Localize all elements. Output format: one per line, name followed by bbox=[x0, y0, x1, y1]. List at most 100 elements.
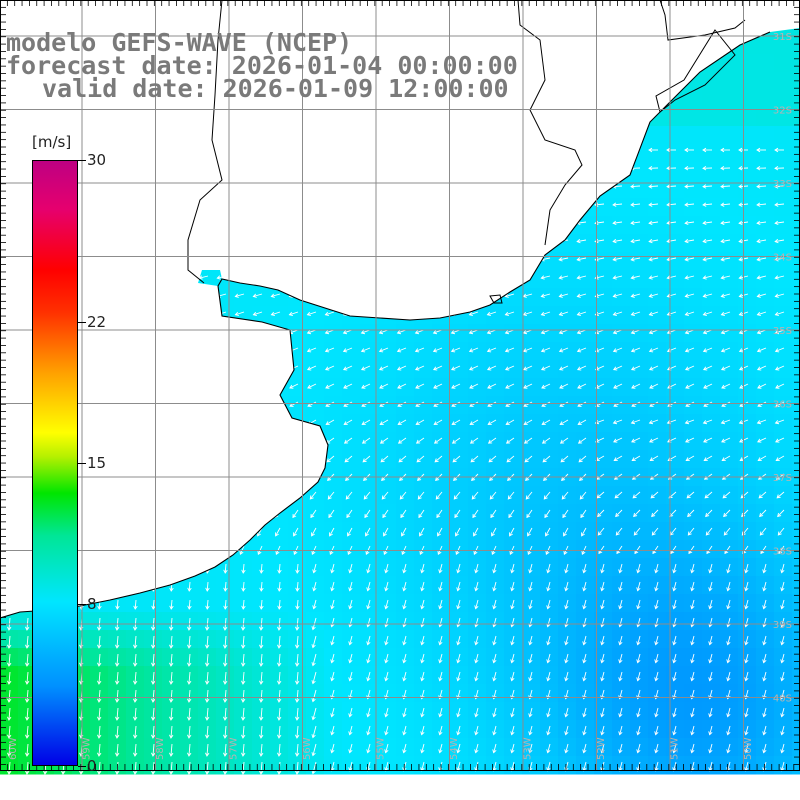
wind-arrow bbox=[684, 275, 695, 280]
wind-arrow bbox=[577, 401, 587, 407]
wind-arrow bbox=[360, 347, 371, 353]
lat-lon-grid bbox=[0, 0, 800, 770]
speed-cell bbox=[414, 378, 433, 397]
wind-arrow bbox=[492, 743, 497, 754]
speed-cell bbox=[684, 450, 703, 469]
speed-cell bbox=[792, 720, 800, 739]
speed-cell bbox=[558, 342, 577, 361]
wind-arrow bbox=[488, 455, 497, 463]
speed-cell bbox=[414, 522, 433, 541]
wind-arrow bbox=[702, 184, 713, 189]
wind-arrow bbox=[630, 275, 641, 280]
speed-cell bbox=[270, 540, 289, 559]
wind-arrow bbox=[721, 455, 731, 462]
wind-arrow bbox=[311, 635, 317, 649]
wind-arrow bbox=[396, 365, 407, 371]
speed-cell bbox=[18, 720, 37, 739]
speed-cell bbox=[108, 738, 127, 757]
speed-cell bbox=[774, 360, 793, 379]
wind-arrow bbox=[618, 671, 623, 682]
wind-arrow bbox=[509, 527, 515, 537]
wind-arrow bbox=[690, 743, 695, 754]
speed-cell bbox=[522, 306, 541, 325]
speed-cell bbox=[378, 360, 397, 379]
speed-cell bbox=[540, 360, 559, 379]
wind-arrow bbox=[328, 509, 335, 519]
speed-cell bbox=[666, 522, 685, 541]
wind-arrow bbox=[504, 293, 515, 298]
speed-cell bbox=[792, 594, 800, 613]
wind-arrow bbox=[366, 635, 371, 646]
speed-cell bbox=[144, 612, 163, 631]
speed-cell bbox=[738, 522, 757, 541]
speed-cell bbox=[684, 144, 703, 163]
speed-cell bbox=[126, 648, 145, 667]
wind-arrow bbox=[288, 311, 299, 317]
speed-cell bbox=[18, 630, 37, 649]
wind-arrow bbox=[612, 329, 623, 335]
wind-arrow bbox=[523, 401, 533, 407]
speed-cell bbox=[270, 594, 289, 613]
wind-arrow bbox=[778, 545, 785, 555]
speed-cell bbox=[756, 486, 775, 505]
speed-cell bbox=[684, 522, 703, 541]
wind-arrow bbox=[757, 437, 767, 443]
speed-cell bbox=[450, 450, 469, 469]
speed-cell bbox=[756, 144, 775, 163]
wind-arrow bbox=[618, 653, 623, 664]
wind-arrow bbox=[618, 599, 623, 610]
wind-arrow bbox=[775, 455, 785, 462]
speed-cell bbox=[756, 180, 775, 199]
wind-arrow bbox=[469, 383, 479, 389]
speed-cell bbox=[270, 576, 289, 595]
wind-arrow bbox=[277, 599, 282, 610]
wind-arrow bbox=[292, 509, 299, 519]
speed-cell bbox=[558, 288, 577, 307]
speed-cell bbox=[504, 504, 523, 523]
wind-arrow bbox=[366, 743, 371, 754]
speed-cell bbox=[648, 540, 667, 559]
wind-arrow bbox=[774, 293, 785, 298]
wind-arrow bbox=[259, 653, 264, 667]
land-mask bbox=[0, 0, 800, 618]
wind-arrow bbox=[612, 419, 623, 425]
speed-cell bbox=[558, 540, 577, 559]
wind-arrow bbox=[295, 599, 300, 610]
wind-arrow bbox=[522, 329, 533, 335]
speed-cell bbox=[468, 540, 487, 559]
wind-arrow bbox=[762, 725, 767, 736]
wind-arrow bbox=[504, 329, 515, 335]
speed-cell bbox=[558, 450, 577, 469]
wind-arrow bbox=[780, 581, 785, 592]
wind-arrow bbox=[666, 166, 677, 171]
speed-cell bbox=[522, 432, 541, 451]
wind-arrow bbox=[325, 419, 335, 426]
speed-cell bbox=[288, 504, 307, 523]
speed-cell bbox=[540, 486, 559, 505]
wind-arrow bbox=[491, 527, 497, 537]
wind-arrow bbox=[776, 491, 785, 499]
speed-cell bbox=[396, 414, 415, 433]
speed-cell bbox=[360, 342, 379, 361]
speed-cell bbox=[774, 378, 793, 397]
speed-cell bbox=[666, 414, 685, 433]
lon-label: 55W bbox=[376, 737, 387, 760]
speed-cell bbox=[792, 612, 800, 631]
speed-cell bbox=[450, 342, 469, 361]
speed-cell bbox=[702, 126, 721, 145]
wind-arrow bbox=[559, 437, 569, 444]
wind-arrow bbox=[295, 563, 300, 574]
wind-arrow bbox=[726, 707, 731, 718]
wind-arrow bbox=[632, 491, 641, 499]
wind-arrow bbox=[543, 491, 551, 500]
speed-cell bbox=[594, 324, 613, 343]
wind-arrow bbox=[306, 311, 317, 317]
wind-arrow bbox=[672, 635, 677, 646]
wind-arrow bbox=[654, 581, 659, 592]
speed-cell bbox=[450, 540, 469, 559]
wind-arrow bbox=[438, 743, 443, 754]
speed-cell bbox=[342, 432, 361, 451]
speed-cell bbox=[720, 252, 739, 271]
lat-label: 39S bbox=[773, 620, 792, 631]
speed-cell bbox=[324, 486, 343, 505]
